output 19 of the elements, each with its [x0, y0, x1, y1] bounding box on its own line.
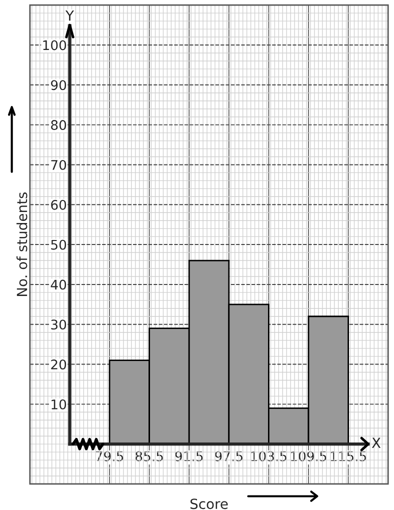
x-tick-label: 85.5: [136, 451, 163, 462]
x-tick-label: 97.5: [215, 451, 242, 462]
y-tick-label: 20: [51, 359, 66, 370]
y-tick-label: 60: [51, 200, 66, 210]
x-tick-label: 79.5: [96, 451, 124, 462]
annotation: X: [372, 438, 381, 448]
x-tick-label: 109.5: [291, 451, 326, 462]
x-axis-title: Score: [190, 498, 228, 510]
y-tick-label: 40: [50, 280, 66, 290]
y-tick-label: 10: [52, 399, 66, 410]
y-tick-label: 90: [51, 80, 66, 90]
y-tick-label: 30: [51, 320, 66, 330]
y-tick-label: 70: [51, 160, 66, 170]
annotation: Y: [65, 10, 74, 21]
y-axis-title: No. of students: [16, 192, 28, 296]
x-tick-label: 91.5: [175, 451, 203, 462]
y-tick-label: 80: [51, 120, 66, 130]
y-tick-label: 50: [51, 240, 66, 250]
y-tick-label: 100: [43, 40, 66, 50]
